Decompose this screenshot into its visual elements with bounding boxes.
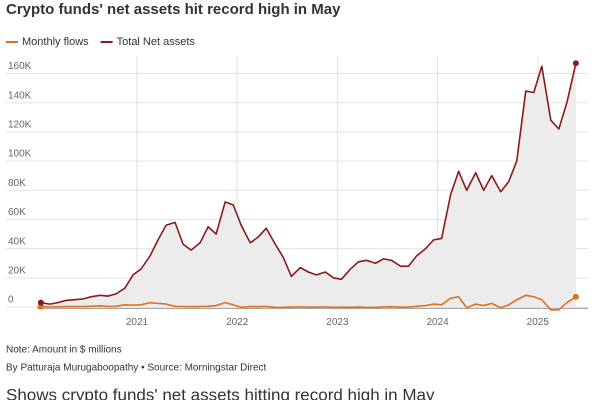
y-tick-label: 100K xyxy=(8,149,32,160)
source: By Patturaja Murugaboopathy • Source: Mo… xyxy=(6,363,267,374)
series-line xyxy=(40,294,577,311)
legend-label: Monthly flows xyxy=(22,36,89,48)
y-tick-label: 120K xyxy=(8,120,32,131)
chart-title: Crypto funds' net assets hit record high… xyxy=(6,1,341,18)
caption: Shows crypto funds' net assets hitting r… xyxy=(6,385,435,400)
y-tick-label: 60K xyxy=(8,207,26,218)
end-dot xyxy=(572,293,579,300)
legend-label: Total Net assets xyxy=(117,36,196,48)
y-tick-label: 140K xyxy=(8,90,32,101)
end-dot xyxy=(37,299,44,306)
x-tick-label: 2025 xyxy=(527,317,550,328)
y-tick-label: 0 xyxy=(8,295,14,306)
y-tick-label: 20K xyxy=(8,265,26,276)
x-tick-label: 2022 xyxy=(226,317,249,328)
x-tick-label: 2023 xyxy=(326,317,349,328)
y-tick-label: 40K xyxy=(8,236,26,247)
legend: Monthly flows Total Net assets xyxy=(6,36,195,48)
x-tick-label: 2021 xyxy=(126,317,149,328)
x-tick-label: 2024 xyxy=(426,317,449,328)
series-line xyxy=(40,63,577,305)
note: Note: Amount in $ millions xyxy=(6,345,122,356)
y-tick-label: 160K xyxy=(8,61,32,72)
area xyxy=(40,63,576,308)
end-dot xyxy=(572,60,579,67)
y-tick-label: 80K xyxy=(8,178,26,189)
